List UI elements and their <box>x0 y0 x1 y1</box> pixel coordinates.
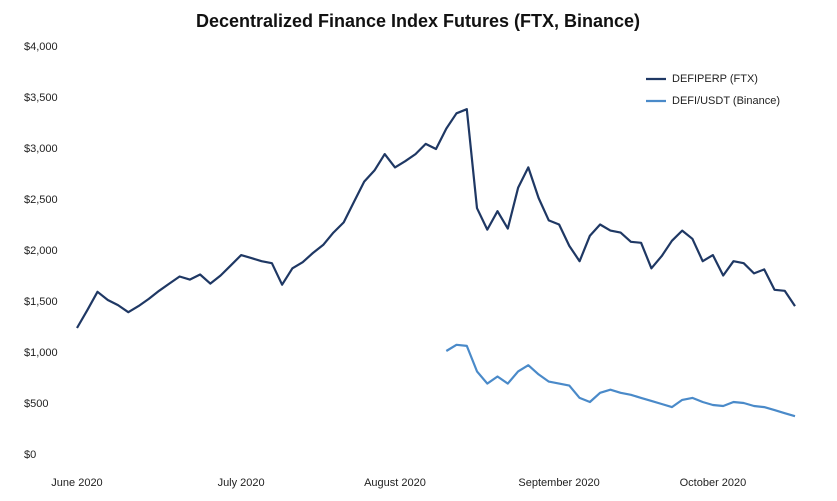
y-tick-label: $500 <box>24 398 48 410</box>
x-tick-label: August 2020 <box>364 477 426 489</box>
y-tick-label: $3,000 <box>24 143 58 155</box>
y-tick-label: $4,000 <box>24 41 58 53</box>
y-tick-label: $2,500 <box>24 194 58 206</box>
y-tick-label: $1,500 <box>24 296 58 308</box>
data-line <box>445 343 796 418</box>
y-tick-label: $2,000 <box>24 245 58 257</box>
x-tick-label: July 2020 <box>218 477 265 489</box>
y-tick-label: $0 <box>24 449 36 461</box>
x-tick-label: September 2020 <box>518 477 599 489</box>
y-tick-label: $3,500 <box>24 92 58 104</box>
data-line <box>76 108 796 329</box>
legend-label: DEFIPERP (FTX) <box>672 73 758 85</box>
x-tick-label: June 2020 <box>51 477 102 489</box>
x-tick-label: October 2020 <box>680 477 747 489</box>
y-tick-label: $1,000 <box>24 347 58 359</box>
chart-title: Decentralized Finance Index Futures (FTX… <box>196 11 640 31</box>
legend-label: DEFI/USDT (Binance) <box>672 95 780 107</box>
